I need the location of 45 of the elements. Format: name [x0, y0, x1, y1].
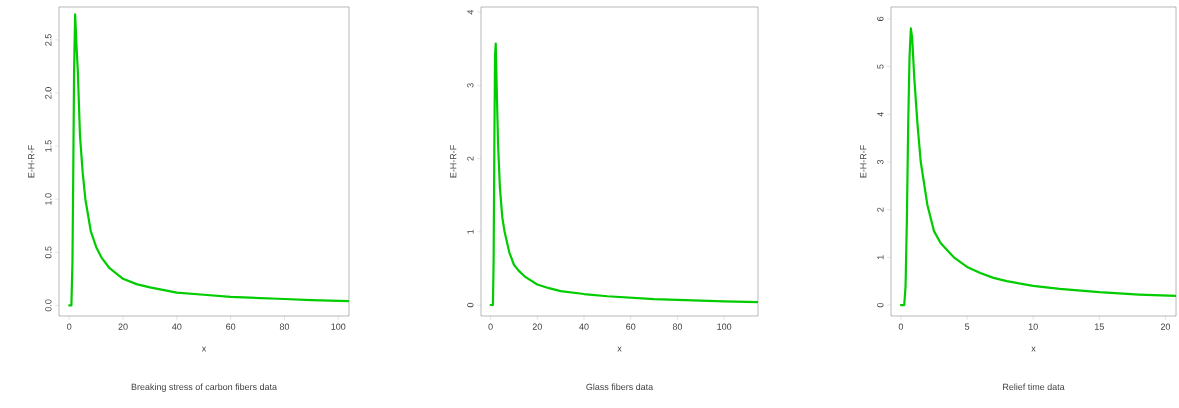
y-tick-label: 2.0: [45, 87, 52, 99]
x-tick-label: 5: [964, 323, 970, 330]
y-tick-label: 1: [467, 229, 474, 234]
x-tick-label: 40: [172, 323, 182, 330]
x-axis-title: x: [1031, 346, 1036, 352]
line-series: [899, 27, 1177, 307]
y-tick-label: 3: [877, 159, 884, 165]
x-tick-label: 60: [626, 323, 636, 330]
x-tick-label: 0: [488, 323, 493, 330]
x-tick-label: 60: [226, 323, 236, 330]
y-tick-label: 1.5: [45, 140, 52, 152]
y-tick-label: 0: [877, 302, 884, 308]
x-tick-label: 20: [532, 323, 542, 330]
y-tick-label: 1: [877, 255, 884, 260]
y-tick-label: 3: [467, 83, 474, 88]
text: Relief time data: [1003, 383, 1065, 391]
y-tick-label: 0: [467, 302, 474, 308]
y-axis-title: E-H-R-F: [450, 145, 457, 178]
y-tick-label: 2.5: [45, 34, 52, 46]
x-tick-label: 10: [1028, 323, 1038, 330]
y-tick-label: 2: [467, 156, 474, 161]
x-tick-label: 0: [898, 323, 904, 330]
x-tick-label: 100: [331, 323, 346, 330]
x-tick-label: 15: [1095, 323, 1104, 330]
text: Glass fibers data: [586, 383, 654, 391]
x-axis-title: x: [617, 346, 622, 352]
x-tick-label: 80: [279, 323, 290, 330]
y-axis-title: E-H-R-F: [28, 145, 35, 178]
y-tick-label: 0.0: [45, 299, 52, 312]
y-tick-label: 2: [877, 207, 884, 212]
text: Breaking stress of carbon fibers data: [131, 383, 277, 392]
y-tick-label: 1.0: [45, 193, 52, 205]
y-tick-label: 4: [877, 112, 884, 117]
x-axis-title: x: [201, 346, 207, 352]
y-tick-label: 4: [467, 9, 474, 15]
x-tick-label: 0: [67, 323, 72, 330]
y-tick-label: 5: [877, 64, 884, 69]
x-tick-label: 20: [118, 323, 128, 330]
y-axis-title: E-H-R-F: [860, 145, 867, 178]
x-tick-label: 20: [1160, 323, 1171, 330]
y-tick-label: 0.5: [45, 246, 52, 259]
x-tick-label: 40: [579, 323, 589, 330]
x-tick-label: 80: [672, 323, 683, 330]
x-tick-label: 100: [717, 323, 732, 330]
y-tick-label: 6: [877, 16, 884, 21]
